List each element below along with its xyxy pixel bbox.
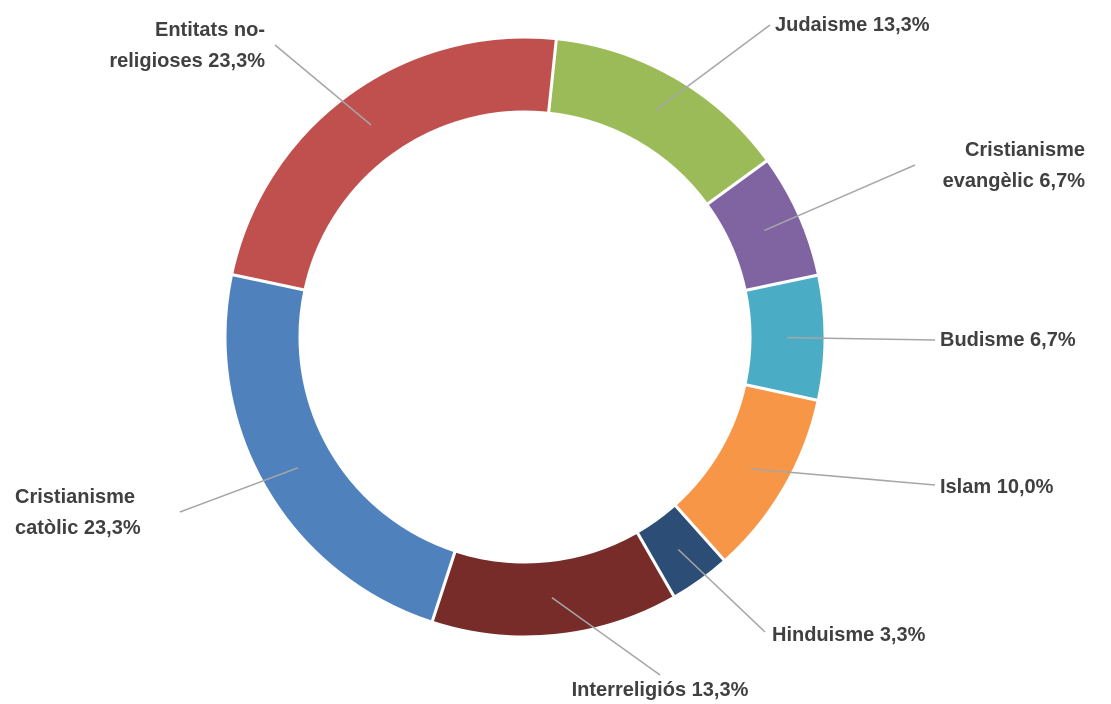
- category-label: Islam: [940, 476, 992, 498]
- category-label: Entitats no-religioses: [109, 19, 265, 72]
- donut-slice: [546, 36, 770, 207]
- leader-line: [274, 44, 372, 126]
- value-label: 6,7%: [1039, 170, 1085, 192]
- category-label: Judaisme: [775, 14, 868, 36]
- leader-line: [179, 467, 299, 513]
- value-label: 3,3%: [879, 624, 926, 646]
- value-label: 10,0%: [996, 476, 1054, 498]
- category-label: Budisme: [940, 329, 1025, 351]
- data-label: Entitats no-religioses 23,3%: [70, 15, 265, 77]
- category-label: Cristianisme evangèlic: [942, 139, 1085, 192]
- leader-line: [655, 24, 771, 111]
- category-label: Cristianisme catòlic: [15, 486, 136, 539]
- data-label: Interreligiós 13,3%: [530, 675, 790, 704]
- data-label: Cristianisme catòlic 23,3%: [15, 482, 180, 544]
- category-label: Interreligiós: [571, 679, 687, 701]
- value-label: 23,3%: [83, 517, 141, 539]
- leader-line: [677, 548, 766, 633]
- donut-slice: [430, 530, 677, 639]
- data-label: Islam 10,0%: [940, 472, 1110, 503]
- value-label: 13,3%: [691, 679, 749, 701]
- value-label: 13,3%: [872, 14, 930, 36]
- leader-line: [786, 336, 936, 341]
- donut-slice: [229, 35, 559, 292]
- leader-line: [764, 164, 916, 232]
- donut-slice: [223, 272, 458, 625]
- value-label: 6,7%: [1030, 329, 1076, 351]
- leader-line: [751, 468, 936, 486]
- data-label: Budisme 6,7%: [940, 325, 1110, 356]
- category-label: Hinduisme: [772, 624, 875, 646]
- data-label: Judaisme 13,3%: [775, 10, 995, 41]
- data-label: Hinduisme 3,3%: [772, 620, 972, 651]
- leader-line: [551, 597, 661, 676]
- data-label: Cristianisme evangèlic 6,7%: [880, 135, 1085, 197]
- value-label: 23,3%: [208, 50, 265, 72]
